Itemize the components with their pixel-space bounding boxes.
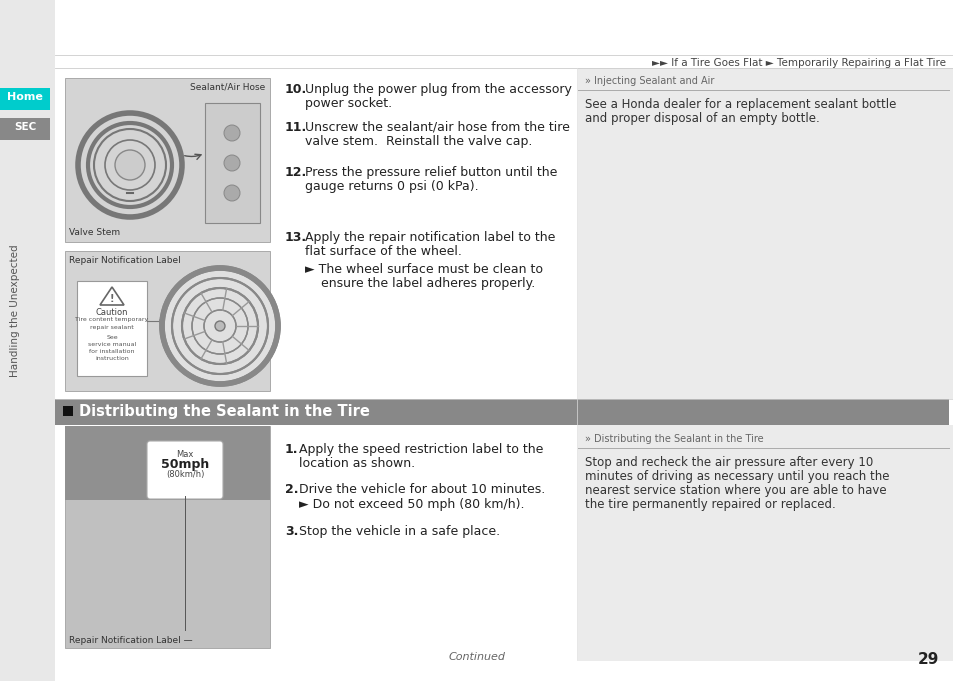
- Bar: [63, 406, 73, 416]
- Bar: [65, 78, 270, 242]
- Bar: [77, 281, 147, 376]
- Circle shape: [224, 185, 240, 201]
- Circle shape: [224, 155, 240, 171]
- Text: repair sealant: repair sealant: [90, 325, 133, 330]
- Text: Distributing the Sealant in the Tire: Distributing the Sealant in the Tire: [79, 404, 370, 419]
- Text: 12.: 12.: [285, 166, 307, 179]
- Bar: [578, 425, 952, 661]
- Text: flat surface of the wheel.: flat surface of the wheel.: [305, 245, 461, 258]
- Text: Sealant/Air Hose: Sealant/Air Hose: [190, 83, 265, 92]
- Text: ►► If a Tire Goes Flat ► Temporarily Repairing a Flat Tire: ►► If a Tire Goes Flat ► Temporarily Rep…: [651, 58, 945, 68]
- Circle shape: [162, 268, 277, 384]
- Text: valve stem.  Reinstall the valve cap.: valve stem. Reinstall the valve cap.: [305, 135, 532, 148]
- Text: Repair Notification Label: Repair Notification Label: [69, 256, 180, 265]
- Text: Stop and recheck the air pressure after every 10: Stop and recheck the air pressure after …: [584, 456, 872, 469]
- Bar: [578, 68, 952, 399]
- Text: 50mph: 50mph: [161, 458, 209, 471]
- Text: ensure the label adheres properly.: ensure the label adheres properly.: [305, 277, 535, 290]
- Text: minutes of driving as necessary until you reach the: minutes of driving as necessary until yo…: [584, 470, 888, 483]
- Text: See a Honda dealer for a replacement sealant bottle: See a Honda dealer for a replacement sea…: [584, 98, 896, 111]
- Text: 3.: 3.: [285, 525, 298, 538]
- Text: 13.: 13.: [285, 231, 307, 244]
- Text: 10.: 10.: [285, 83, 307, 96]
- Text: SEC: SEC: [14, 122, 36, 132]
- Text: Caution: Caution: [95, 308, 128, 317]
- Text: 11.: 11.: [285, 121, 307, 134]
- Text: power socket.: power socket.: [305, 97, 392, 110]
- FancyBboxPatch shape: [147, 441, 223, 499]
- Text: the tire permanently repaired or replaced.: the tire permanently repaired or replace…: [584, 498, 835, 511]
- Bar: [0, 88, 50, 110]
- Text: Continued: Continued: [448, 652, 505, 662]
- Text: (80km/h): (80km/h): [166, 470, 204, 479]
- Text: Apply the speed restriction label to the: Apply the speed restriction label to the: [298, 443, 543, 456]
- Text: Handling the Unexpected: Handling the Unexpected: [10, 244, 20, 377]
- Text: ► Do not exceed 50 mph (80 km/h).: ► Do not exceed 50 mph (80 km/h).: [298, 498, 524, 511]
- Text: » Distributing the Sealant in the Tire: » Distributing the Sealant in the Tire: [584, 434, 762, 444]
- Text: !: !: [110, 294, 114, 304]
- Text: 29: 29: [917, 652, 938, 667]
- Text: location as shown.: location as shown.: [298, 457, 415, 470]
- Text: Apply the repair notification label to the: Apply the repair notification label to t…: [305, 231, 555, 244]
- Text: » Injecting Sealant and Air: » Injecting Sealant and Air: [584, 76, 714, 86]
- Text: ► The wheel surface must be clean to: ► The wheel surface must be clean to: [305, 263, 542, 276]
- Text: Drive the vehicle for about 10 minutes.: Drive the vehicle for about 10 minutes.: [298, 483, 545, 496]
- Text: Stop the vehicle in a safe place.: Stop the vehicle in a safe place.: [298, 525, 499, 538]
- Text: See: See: [106, 335, 117, 340]
- Circle shape: [159, 318, 165, 324]
- Bar: [205, 103, 260, 223]
- Text: Home: Home: [7, 92, 43, 102]
- Bar: [65, 251, 270, 391]
- Text: Tire content temporary: Tire content temporary: [75, 317, 149, 322]
- Text: Unscrew the sealant/air hose from the tire: Unscrew the sealant/air hose from the ti…: [305, 121, 569, 134]
- Bar: [65, 426, 270, 648]
- Text: 2.: 2.: [285, 483, 298, 496]
- Circle shape: [115, 150, 145, 180]
- Text: Max: Max: [176, 450, 193, 459]
- Bar: [65, 426, 270, 500]
- Text: Repair Notification Label —: Repair Notification Label —: [69, 636, 193, 645]
- Text: Valve Stem: Valve Stem: [69, 228, 120, 237]
- Bar: [0, 118, 50, 140]
- Text: Unplug the power plug from the accessory: Unplug the power plug from the accessory: [305, 83, 571, 96]
- Text: and proper disposal of an empty bottle.: and proper disposal of an empty bottle.: [584, 112, 819, 125]
- Text: Press the pressure relief button until the: Press the pressure relief button until t…: [305, 166, 557, 179]
- Circle shape: [224, 125, 240, 141]
- Text: for installation: for installation: [90, 349, 134, 354]
- Text: service manual: service manual: [88, 342, 136, 347]
- Text: instruction: instruction: [95, 356, 129, 361]
- Bar: [55, 399, 948, 425]
- Text: gauge returns 0 psi (0 kPa).: gauge returns 0 psi (0 kPa).: [305, 180, 478, 193]
- Text: 1.: 1.: [285, 443, 298, 456]
- Circle shape: [214, 321, 225, 331]
- Bar: [0, 0, 55, 681]
- Text: nearest service station where you are able to have: nearest service station where you are ab…: [584, 484, 885, 497]
